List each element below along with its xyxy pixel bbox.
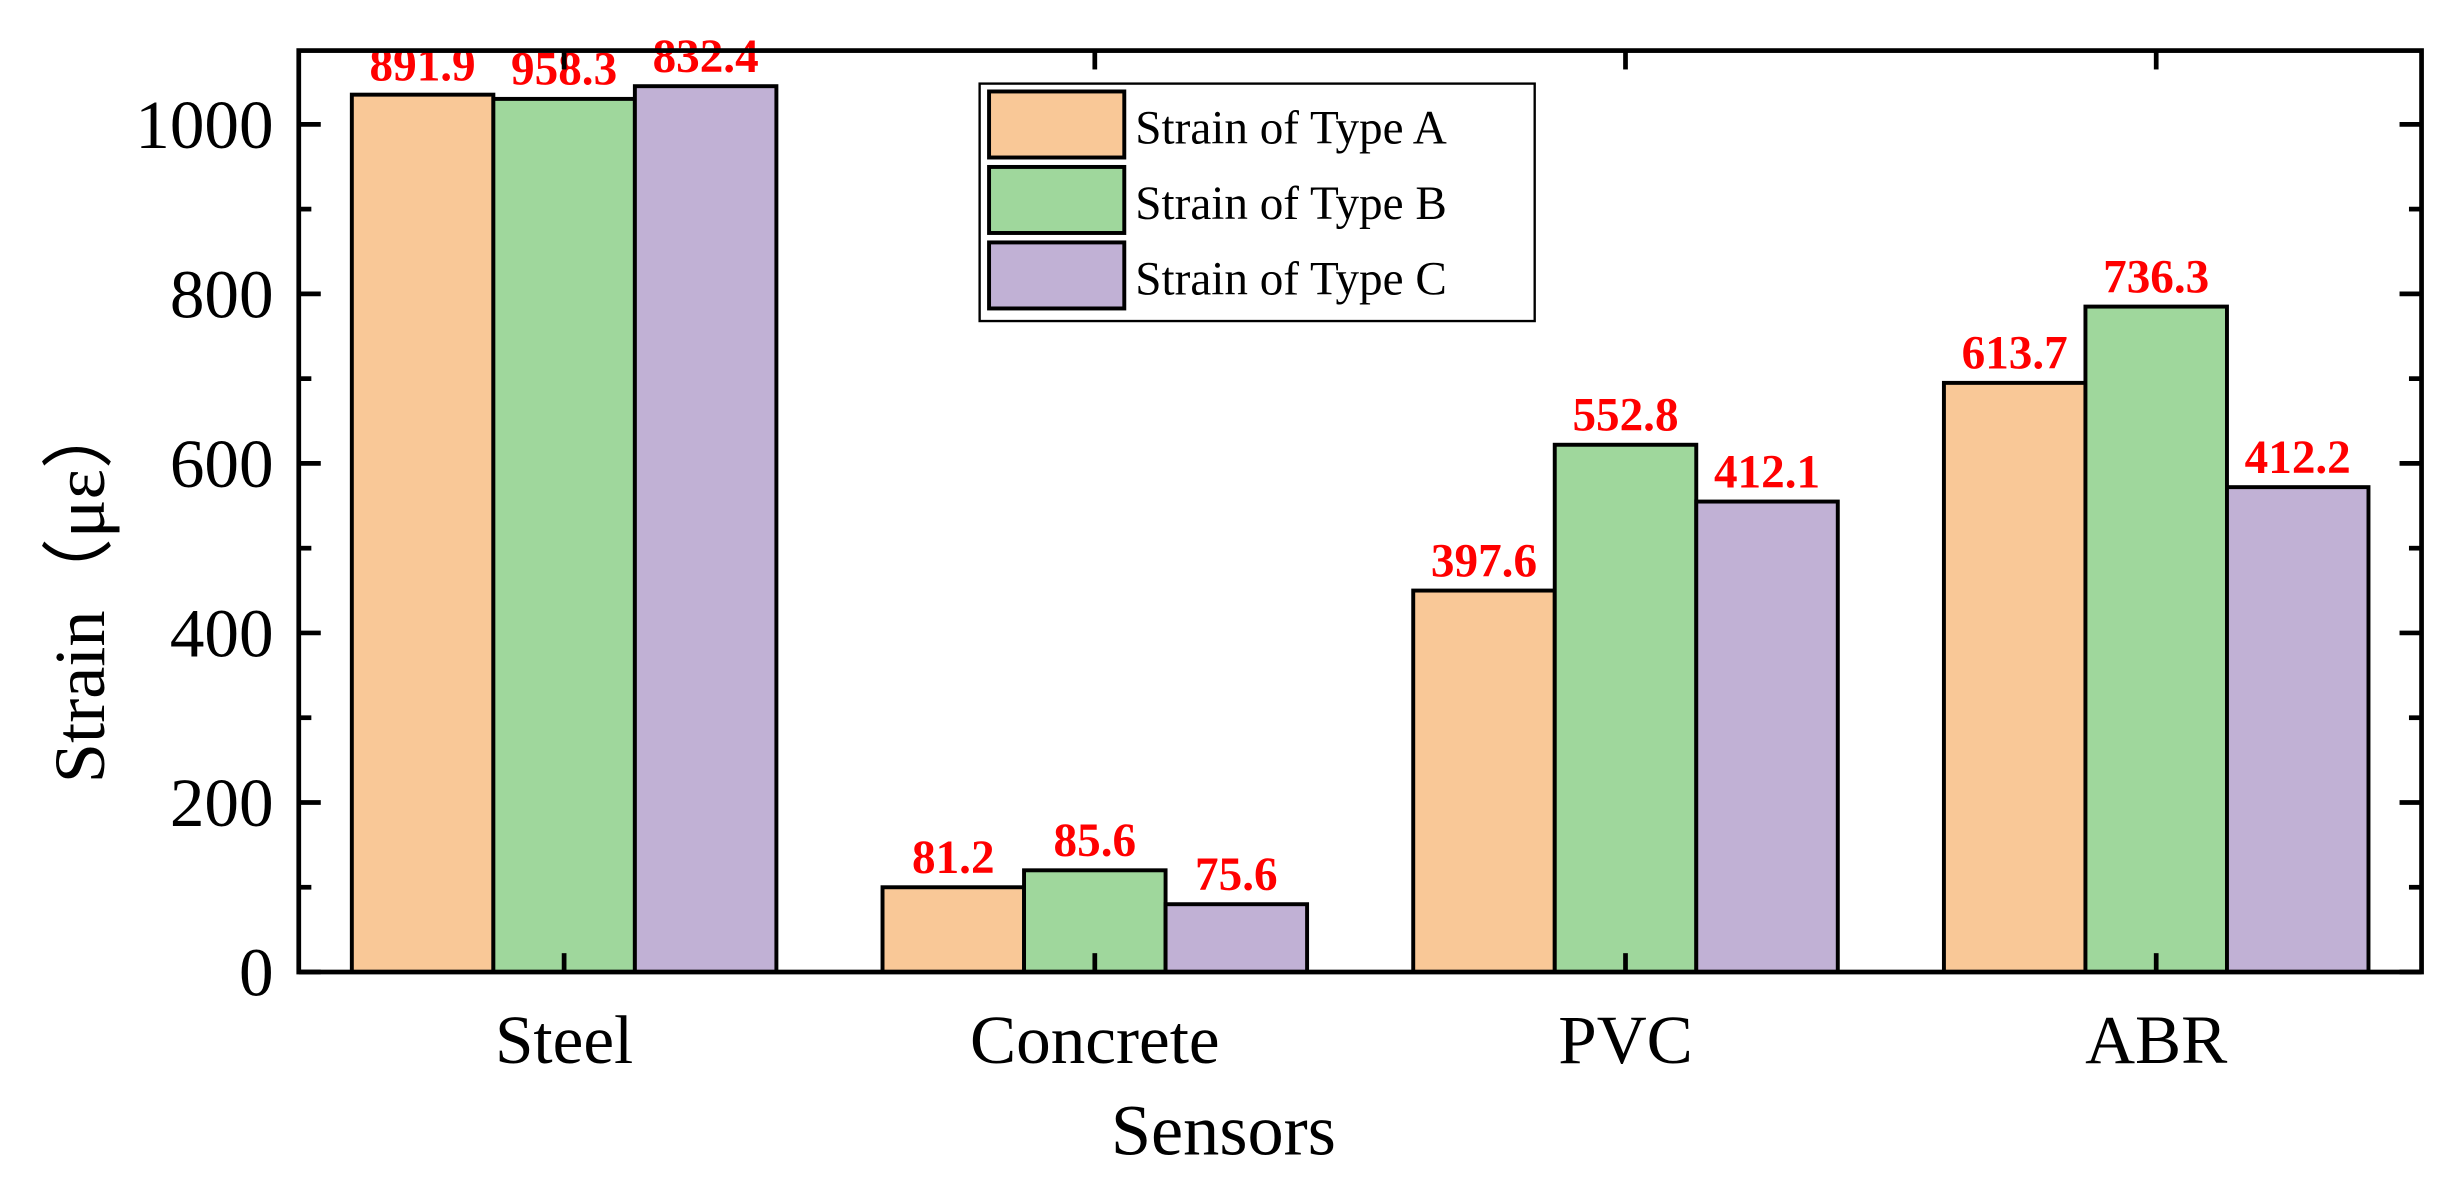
bar-pvc-type-b bbox=[1552, 442, 1699, 974]
x-tick-label: Steel bbox=[495, 1001, 633, 1078]
data-label: 412.1 bbox=[1714, 446, 1820, 498]
y-tick-label: 0 bbox=[239, 934, 274, 1011]
legend-swatch-type-c bbox=[987, 240, 1127, 311]
bar-abr-type-a bbox=[1941, 380, 2088, 974]
bar-abr-type-c bbox=[2224, 485, 2371, 974]
legend-swatch-type-b bbox=[987, 164, 1127, 235]
y-tick-label: 800 bbox=[170, 255, 274, 332]
bar-pvc-type-a bbox=[1411, 588, 1557, 974]
x-tick-label: ABR bbox=[2085, 1001, 2228, 1078]
data-label: 397.6 bbox=[1431, 535, 1537, 587]
data-label: 736.3 bbox=[2103, 251, 2209, 303]
legend-label: Strain of Type C bbox=[1135, 253, 1447, 305]
data-label: 75.6 bbox=[1195, 849, 1278, 901]
data-label: 412.2 bbox=[2245, 432, 2351, 484]
bar-pvc-type-c bbox=[1694, 499, 1840, 974]
y-tick-label: 200 bbox=[170, 764, 274, 841]
legend-swatch-type-a bbox=[987, 89, 1127, 160]
data-labels-group: 891.9 958.3 832.481.2 85.675.6397.6552.8412… bbox=[370, 31, 2351, 901]
legend-label: Strain of Type A bbox=[1135, 102, 1447, 154]
x-tick-label: Concrete bbox=[970, 1001, 1220, 1078]
y-axis-title: Strain（με） bbox=[40, 397, 120, 784]
ticks-group: Steel Concrete PVC ABR 0 200 400 600 800 1000 bbox=[135, 50, 2422, 1078]
data-label: 552.8 bbox=[1572, 390, 1678, 442]
data-label: 613.7 bbox=[1962, 328, 2068, 380]
data-label: 85.6 bbox=[1054, 815, 1137, 867]
bar-steel-type-a bbox=[349, 92, 496, 974]
x-axis-title: Sensors bbox=[1111, 1090, 1336, 1170]
data-label: 891.9 bbox=[370, 40, 476, 92]
y-tick-label: 1000 bbox=[135, 86, 273, 163]
data-label: 81.2 bbox=[912, 832, 995, 884]
bar-steel-type-b bbox=[491, 96, 637, 974]
bar-steel-type-c bbox=[632, 84, 779, 974]
y-tick-label: 600 bbox=[170, 425, 274, 502]
plot-frame bbox=[296, 48, 2424, 975]
bar-concrete-type-a bbox=[880, 885, 1027, 974]
data-label: 832.4 bbox=[653, 31, 759, 83]
x-tick-label: PVC bbox=[1558, 1001, 1693, 1078]
bar-concrete-type-c bbox=[1163, 902, 1310, 974]
legend: Strain of Type A Strain of Type B Strain o… bbox=[978, 82, 1536, 323]
y-tick-label: 400 bbox=[170, 595, 274, 672]
legend-label: Strain of Type B bbox=[1135, 178, 1447, 230]
bar-abr-type-b bbox=[2083, 304, 2229, 974]
bars-group bbox=[349, 84, 2371, 974]
